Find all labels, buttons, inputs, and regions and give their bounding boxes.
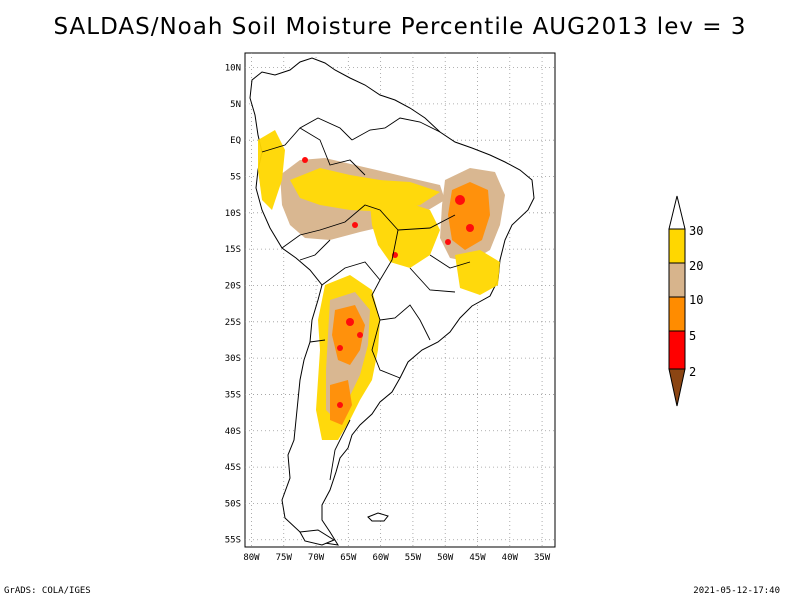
legend-arrow-top <box>668 195 686 230</box>
patch-central-yellow <box>370 200 440 268</box>
longitude-tick-label: 40W <box>502 553 519 563</box>
patch-west-yellow <box>258 130 285 210</box>
latitude-tick-label: 45S <box>225 463 241 473</box>
longitude-tick-label: 60W <box>372 553 389 563</box>
latitude-tick-label: 5S <box>230 173 241 183</box>
legend-label-20: 20 <box>689 259 703 273</box>
legend-label-2: 2 <box>689 365 696 379</box>
country-borders <box>261 117 471 481</box>
longitude-tick-label: 35W <box>534 553 551 563</box>
longitude-tick-label: 65W <box>340 553 357 563</box>
latitude-tick-label: 10S <box>225 209 241 219</box>
tierra-del-fuego <box>299 529 336 546</box>
latitude-tick-label: EQ <box>230 136 241 146</box>
latitude-tick-label: 5N <box>230 100 241 110</box>
legend-label-10: 10 <box>689 293 703 307</box>
footer-credit: GrADS: COLA/IGES <box>4 586 91 596</box>
hotspot-red <box>302 157 308 163</box>
latitude-tick-label: 35S <box>225 390 241 400</box>
hotspot-red <box>445 239 451 245</box>
latitude-tick-label: 30S <box>225 354 241 364</box>
longitude-tick-label: 75W <box>276 553 293 563</box>
longitude-tick-label: 70W <box>308 553 325 563</box>
hotspot-red <box>337 345 343 351</box>
longitude-tick-label: 45W <box>469 553 486 563</box>
legend-label-5: 5 <box>689 329 696 343</box>
latitude-tick-label: 55S <box>225 536 241 546</box>
longitude-tick-label: 55W <box>405 553 422 563</box>
hotspot-red <box>337 402 343 408</box>
falkland-islands <box>367 512 389 522</box>
latitude-tick-label: 10N <box>225 64 241 74</box>
map-title: SALDAS/Noah Soil Moisture Percentile AUG… <box>53 14 747 40</box>
hotspot-red <box>352 222 358 228</box>
legend-bin-10-20 <box>668 262 686 298</box>
hotspot-red <box>346 318 354 326</box>
longitude-tick-label: 50W <box>437 553 454 563</box>
legend-arrow-bottom <box>668 368 686 407</box>
legend-bin-5-10 <box>668 296 686 332</box>
hotspot-red <box>466 224 474 232</box>
longitude-labels: 80W 75W 70W 65W 60W 55W 50W 45W 40W 35W <box>243 553 550 563</box>
hotspot-red <box>455 195 465 205</box>
legend-label-30: 30 <box>689 224 703 238</box>
latitude-tick-label: 50S <box>225 499 241 509</box>
legend-bin-2-5 <box>668 330 686 370</box>
latitude-labels: 10N 5N EQ 5S 10S 15S 20S 25S 30S 35S 40S 45S 50S 55S <box>225 64 241 546</box>
footer-timestamp: 2021-05-12-17:40 <box>693 586 780 596</box>
legend-colorbar: 30 20 10 5 2 <box>668 195 703 407</box>
latitude-tick-label: 25S <box>225 318 241 328</box>
legend-bin-20-30 <box>668 228 686 264</box>
latitude-tick-label: 40S <box>225 427 241 437</box>
hotspot-red <box>357 332 363 338</box>
longitude-tick-label: 80W <box>243 553 260 563</box>
latitude-tick-label: 20S <box>225 281 241 291</box>
latitude-tick-label: 15S <box>225 245 241 255</box>
percentile-shading <box>258 130 505 440</box>
patch-east-yellow <box>455 250 500 295</box>
